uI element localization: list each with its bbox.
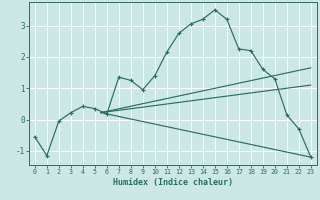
X-axis label: Humidex (Indice chaleur): Humidex (Indice chaleur) (113, 178, 233, 187)
